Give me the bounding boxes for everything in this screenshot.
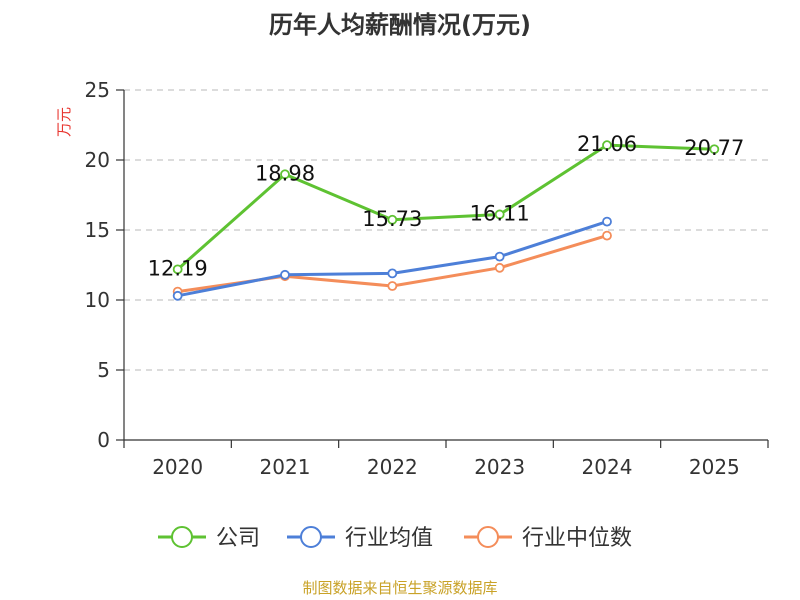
- x-tick-label: 2021: [260, 455, 311, 479]
- data-labels: 12.19 18.98 15.73 16.11 21.06 20.77: [148, 132, 745, 280]
- data-label: 15.73: [362, 207, 422, 231]
- data-point[interactable]: [602, 140, 612, 151]
- legend-item-0[interactable]: 公司: [158, 526, 260, 551]
- legend-label: 公司: [216, 526, 260, 551]
- legend[interactable]: 公司 行业均值 行业中位数: [158, 526, 632, 551]
- legend-label: 行业中位数: [522, 526, 632, 551]
- legend-marker: [300, 526, 322, 548]
- data-point[interactable]: [602, 216, 612, 227]
- grid-lines: [124, 89, 768, 371]
- y-axis-label: 万元: [55, 107, 73, 137]
- y-tick-label: 0: [97, 428, 110, 452]
- x-tick-label: 2023: [474, 455, 525, 479]
- x-tick-label: 2024: [582, 455, 633, 479]
- y-axis-ticks: 0 5 10 15 20 25: [85, 78, 124, 452]
- y-tick-label: 5: [97, 358, 110, 382]
- data-label: 12.19: [148, 256, 208, 280]
- x-axis-ticks: 2020 2021 2022 2023 2024 2025: [123, 440, 769, 479]
- y-tick-label: 20: [85, 148, 110, 172]
- data-label: 18.98: [255, 161, 315, 185]
- data-point[interactable]: [602, 230, 612, 241]
- data-point[interactable]: [494, 209, 505, 220]
- data-point[interactable]: [494, 251, 505, 262]
- data-label: 21.06: [577, 132, 637, 156]
- y-tick-label: 10: [85, 288, 110, 312]
- data-point[interactable]: [387, 268, 398, 279]
- data-point[interactable]: [172, 290, 183, 301]
- data-point[interactable]: [387, 214, 398, 225]
- x-tick-label: 2025: [689, 455, 740, 479]
- data-point[interactable]: [280, 169, 290, 180]
- data-label: 16.11: [470, 201, 530, 225]
- data-point[interactable]: [494, 262, 505, 273]
- data-point[interactable]: [280, 269, 290, 280]
- source-note: 制图数据来自恒生聚源数据库: [302, 579, 497, 597]
- data-point[interactable]: [387, 281, 398, 291]
- series-line-0: [176, 143, 715, 271]
- legend-marker: [477, 526, 499, 548]
- x-tick-label: 2020: [152, 455, 203, 479]
- y-tick-label: 25: [85, 78, 110, 102]
- legend-marker: [171, 526, 193, 548]
- x-tick-label: 2022: [367, 455, 418, 479]
- y-tick-label: 15: [85, 218, 110, 242]
- legend-item-1[interactable]: 行业均值: [287, 526, 433, 551]
- data-point[interactable]: [709, 144, 720, 155]
- data-label: 20.77: [684, 136, 744, 160]
- data-point[interactable]: [172, 264, 183, 275]
- legend-item-2[interactable]: 行业中位数: [464, 526, 632, 551]
- legend-label: 行业均值: [345, 526, 433, 551]
- chart-title: 历年人均薪酬情况(万元): [269, 11, 531, 39]
- series-group: [172, 140, 720, 301]
